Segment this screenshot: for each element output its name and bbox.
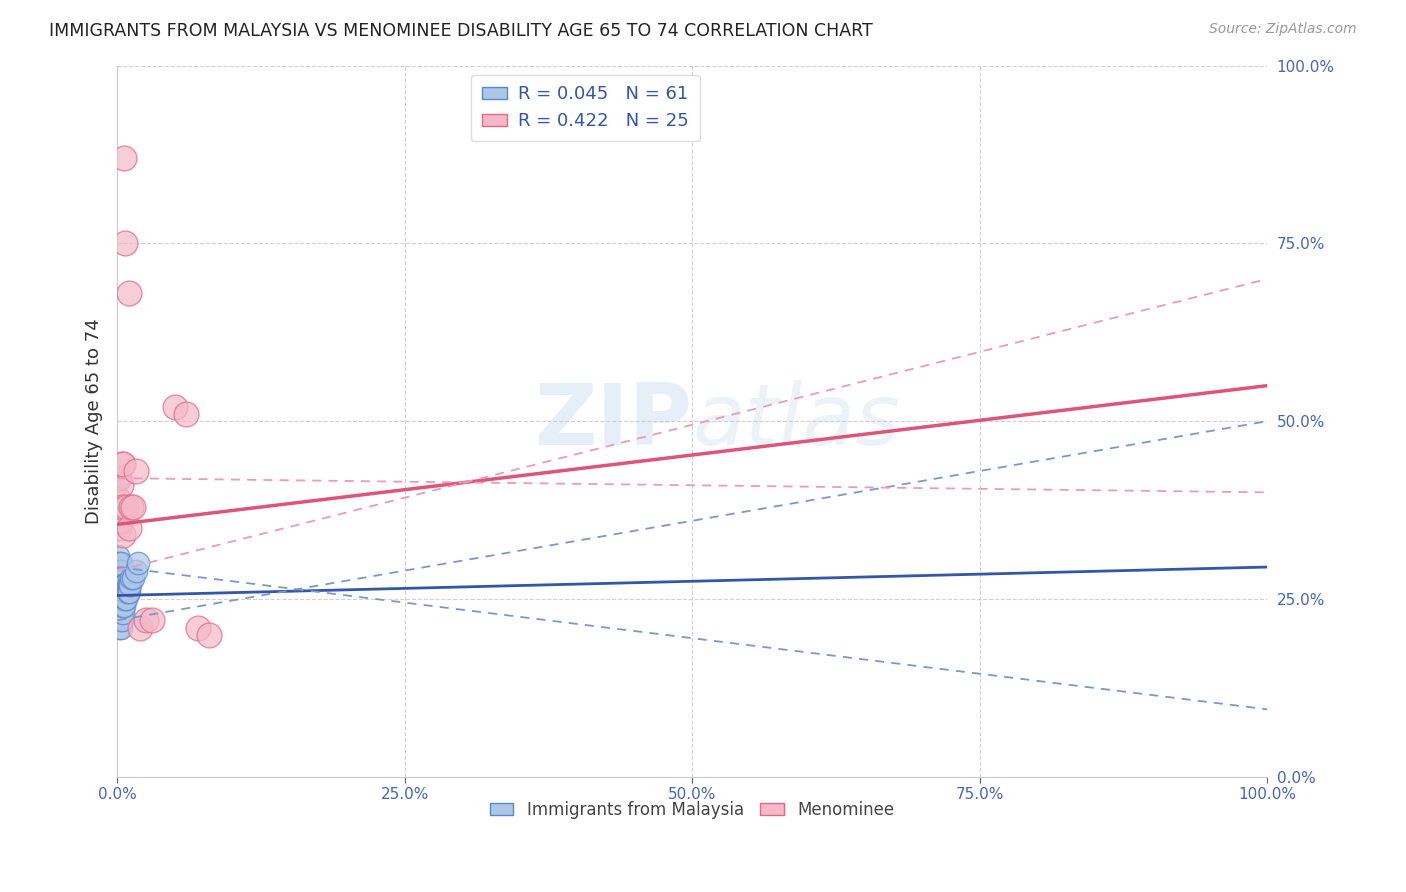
Point bbox=[108, 614, 131, 628]
Point bbox=[108, 599, 131, 614]
Point bbox=[108, 592, 131, 607]
Point bbox=[112, 151, 135, 165]
Point bbox=[111, 457, 134, 471]
Point bbox=[110, 564, 132, 578]
Point bbox=[108, 578, 131, 592]
Point bbox=[111, 599, 134, 614]
Point bbox=[108, 585, 131, 599]
Point bbox=[110, 614, 132, 628]
Point bbox=[117, 578, 139, 592]
Point bbox=[135, 614, 157, 628]
Point bbox=[107, 507, 129, 521]
Point bbox=[129, 620, 152, 634]
Point bbox=[118, 286, 141, 301]
Point bbox=[107, 614, 129, 628]
Point bbox=[127, 557, 149, 571]
Point bbox=[110, 557, 132, 571]
Point bbox=[108, 564, 131, 578]
Point bbox=[120, 571, 142, 585]
Point bbox=[163, 400, 186, 414]
Point bbox=[107, 592, 129, 607]
Text: Source: ZipAtlas.com: Source: ZipAtlas.com bbox=[1209, 22, 1357, 37]
Point bbox=[122, 571, 145, 585]
Point bbox=[107, 585, 129, 599]
Point bbox=[110, 599, 132, 614]
Point bbox=[122, 500, 145, 514]
Point bbox=[107, 549, 129, 564]
Point bbox=[117, 585, 139, 599]
Point bbox=[114, 585, 136, 599]
Point bbox=[111, 614, 134, 628]
Text: IMMIGRANTS FROM MALAYSIA VS MENOMINEE DISABILITY AGE 65 TO 74 CORRELATION CHART: IMMIGRANTS FROM MALAYSIA VS MENOMINEE DI… bbox=[49, 22, 873, 40]
Point bbox=[141, 614, 163, 628]
Point bbox=[114, 236, 136, 251]
Point bbox=[110, 514, 132, 528]
Point bbox=[107, 599, 129, 614]
Legend: Immigrants from Malaysia, Menominee: Immigrants from Malaysia, Menominee bbox=[484, 794, 901, 825]
Point bbox=[118, 521, 141, 535]
Point bbox=[111, 578, 134, 592]
Point bbox=[110, 571, 132, 585]
Point bbox=[114, 592, 136, 607]
Point bbox=[112, 599, 135, 614]
Point bbox=[111, 578, 134, 592]
Point bbox=[115, 585, 138, 599]
Point bbox=[187, 620, 209, 634]
Point bbox=[108, 521, 131, 535]
Point bbox=[110, 607, 132, 621]
Point bbox=[111, 528, 134, 542]
Point bbox=[112, 585, 135, 599]
Point bbox=[107, 571, 129, 585]
Point bbox=[107, 471, 129, 485]
Point bbox=[107, 492, 129, 507]
Point bbox=[111, 585, 134, 599]
Point bbox=[107, 607, 129, 621]
Point bbox=[111, 599, 134, 614]
Point bbox=[115, 500, 138, 514]
Point bbox=[111, 607, 134, 621]
Point bbox=[111, 457, 134, 471]
Point bbox=[110, 620, 132, 634]
Point bbox=[111, 500, 134, 514]
Point bbox=[112, 592, 135, 607]
Point bbox=[111, 592, 134, 607]
Point bbox=[110, 478, 132, 492]
Point bbox=[118, 578, 141, 592]
Point bbox=[118, 585, 141, 599]
Y-axis label: Disability Age 65 to 74: Disability Age 65 to 74 bbox=[86, 318, 103, 524]
Point bbox=[108, 607, 131, 621]
Point bbox=[111, 607, 134, 621]
Point bbox=[107, 564, 129, 578]
Point bbox=[115, 592, 138, 607]
Point bbox=[111, 585, 134, 599]
Text: ZIP: ZIP bbox=[534, 380, 692, 463]
Point bbox=[110, 592, 132, 607]
Point bbox=[111, 592, 134, 607]
Point bbox=[198, 627, 221, 641]
Point bbox=[111, 571, 134, 585]
Point bbox=[114, 578, 136, 592]
Point bbox=[108, 620, 131, 634]
Point bbox=[110, 578, 132, 592]
Point bbox=[120, 500, 142, 514]
Text: atlas: atlas bbox=[692, 380, 900, 463]
Point bbox=[108, 557, 131, 571]
Point bbox=[118, 578, 141, 592]
Point bbox=[112, 578, 135, 592]
Point bbox=[107, 557, 129, 571]
Point bbox=[124, 564, 146, 578]
Point bbox=[110, 585, 132, 599]
Point bbox=[108, 471, 131, 485]
Point bbox=[108, 571, 131, 585]
Point bbox=[174, 407, 197, 421]
Point bbox=[107, 578, 129, 592]
Point bbox=[124, 464, 146, 478]
